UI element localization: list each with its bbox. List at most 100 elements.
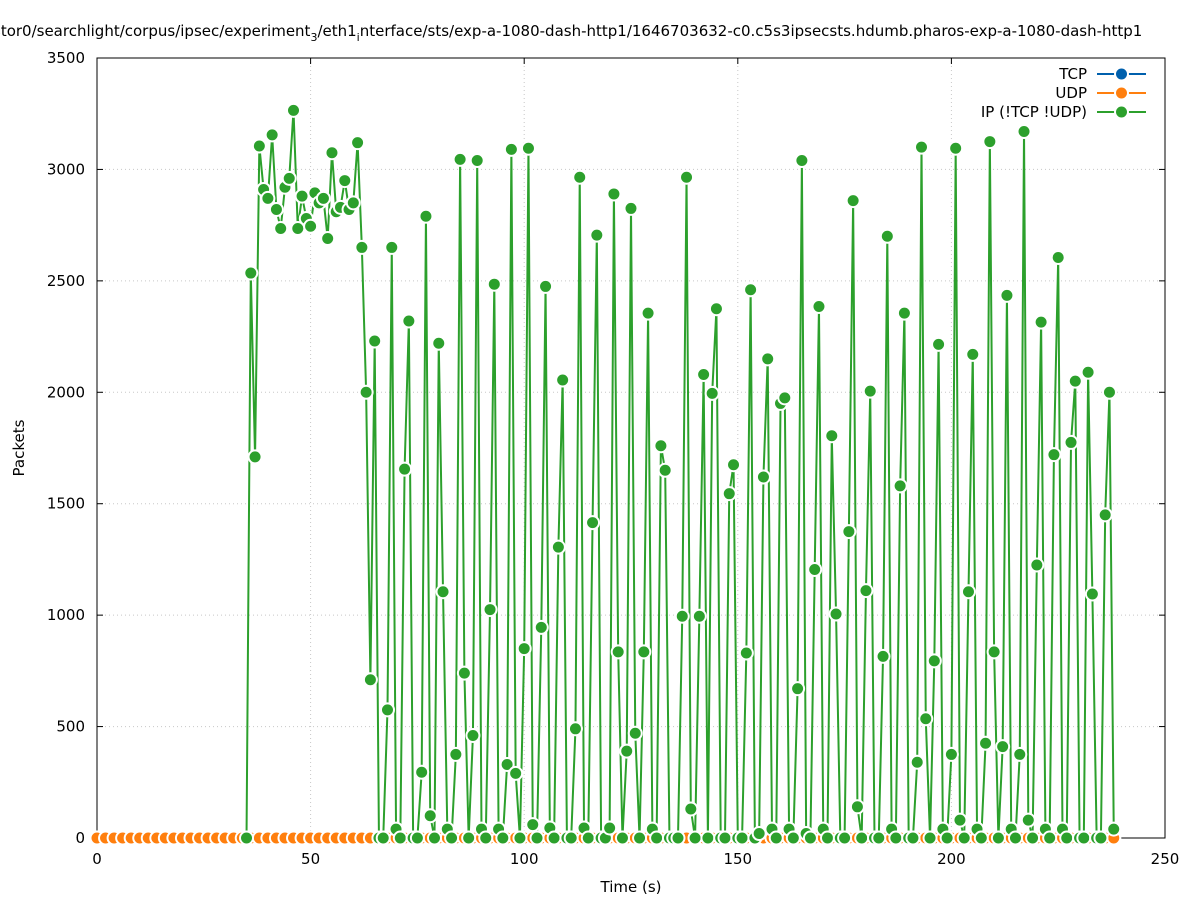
data-point: [401, 313, 417, 329]
data-point: [324, 145, 340, 161]
chart-title-sub-2: i: [357, 31, 360, 44]
data-point: [802, 830, 818, 846]
data-point: [431, 335, 447, 351]
data-point: [926, 653, 942, 669]
y-tick-label: 2000: [47, 383, 85, 401]
data-point: [1067, 373, 1083, 389]
chart-title-part-b: /eth1: [317, 22, 356, 40]
data-point: [999, 287, 1015, 303]
data-point: [862, 383, 878, 399]
data-point: [243, 265, 259, 281]
data-point: [422, 808, 438, 824]
data-point: [790, 681, 806, 697]
y-axis-label: Packets: [10, 419, 28, 476]
data-point: [239, 830, 255, 846]
data-point: [734, 830, 750, 846]
data-point: [585, 515, 601, 531]
data-point: [580, 830, 596, 846]
data-point: [409, 830, 425, 846]
data-point: [1101, 384, 1117, 400]
data-point: [563, 830, 579, 846]
data-point: [824, 428, 840, 444]
data-point: [845, 193, 861, 209]
data-point: [418, 208, 434, 224]
data-point: [896, 305, 912, 321]
data-point: [875, 648, 891, 664]
data-point: [871, 830, 887, 846]
y-tick-label: 3000: [47, 160, 85, 178]
data-point: [909, 754, 925, 770]
series-2: [239, 102, 1122, 846]
data-point: [1020, 812, 1036, 828]
x-tick-label: 150: [723, 850, 752, 868]
data-point: [973, 830, 989, 846]
data-point: [768, 830, 784, 846]
data-point: [751, 826, 767, 842]
data-point: [837, 830, 853, 846]
data-point: [696, 366, 712, 382]
data-point: [516, 641, 532, 657]
y-tick-label: 500: [56, 718, 85, 736]
data-point: [1080, 364, 1096, 380]
x-axis-label: Time (s): [600, 878, 662, 896]
data-point: [247, 449, 263, 465]
x-tick-label: 250: [1151, 850, 1180, 868]
data-point: [978, 735, 994, 751]
data-point: [777, 390, 793, 406]
data-point: [589, 227, 605, 243]
data-point: [1084, 586, 1100, 602]
data-point: [379, 702, 395, 718]
x-tick-label: 200: [937, 850, 966, 868]
legend-label: UDP: [1055, 84, 1087, 102]
data-point: [414, 764, 430, 780]
data-point: [858, 583, 874, 599]
series-line: [245, 110, 1115, 841]
data-point: [849, 799, 865, 815]
chart-title-part-a: stor0/searchlight/corpus/ipsec/experimen…: [0, 22, 311, 40]
data-point: [811, 298, 827, 314]
data-point: [794, 153, 810, 169]
data-point: [807, 561, 823, 577]
data-point: [905, 830, 921, 846]
data-point: [1050, 249, 1066, 265]
data-point: [264, 127, 280, 143]
y-tick-label: 0: [75, 829, 85, 847]
data-point: [623, 200, 639, 216]
series-layer: [89, 102, 1122, 846]
data-point: [1033, 314, 1049, 330]
data-point: [529, 830, 545, 846]
x-tick-label: 50: [301, 850, 320, 868]
data-point: [922, 830, 938, 846]
data-point: [508, 765, 524, 781]
data-point: [1063, 434, 1079, 450]
y-tick-label: 2500: [47, 272, 85, 290]
data-point: [965, 346, 981, 362]
data-point: [619, 743, 635, 759]
chart-title: stor0/searchlight/corpus/ipsec/experimen…: [0, 22, 1142, 44]
data-point: [495, 830, 511, 846]
data-point: [1042, 830, 1058, 846]
data-point: [726, 457, 742, 473]
data-point: [520, 140, 536, 156]
data-point: [948, 140, 964, 156]
data-point: [315, 190, 331, 206]
x-tick-label: 0: [92, 850, 102, 868]
data-point: [939, 830, 955, 846]
data-point: [700, 830, 716, 846]
data-point: [268, 202, 284, 218]
data-point: [281, 170, 297, 186]
data-point: [354, 239, 370, 255]
data-point: [721, 486, 737, 502]
data-point: [931, 336, 947, 352]
data-point: [785, 830, 801, 846]
data-point: [960, 584, 976, 600]
data-point: [452, 151, 468, 167]
data-point: [303, 218, 319, 234]
y-tick-label: 3500: [47, 49, 85, 67]
data-point: [1093, 830, 1109, 846]
data-point: [512, 830, 528, 846]
data-point: [614, 830, 630, 846]
data-point: [1059, 830, 1075, 846]
data-point: [687, 830, 703, 846]
